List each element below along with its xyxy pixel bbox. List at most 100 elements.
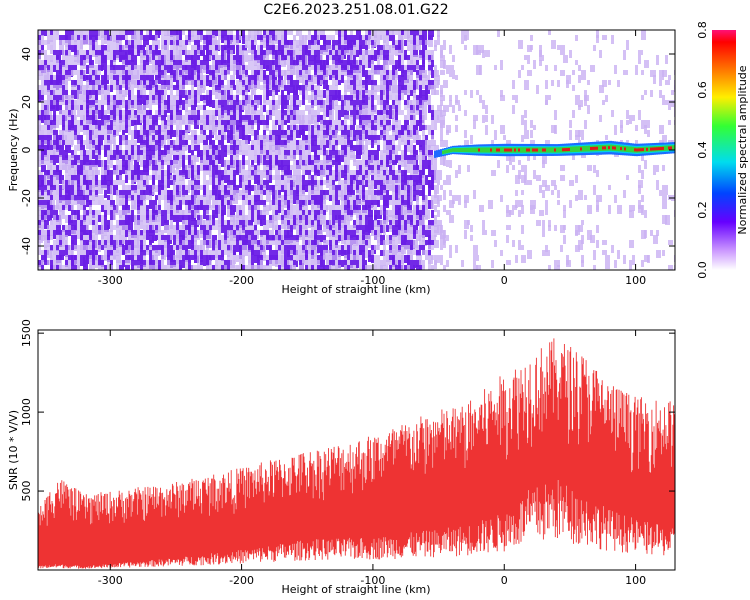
noise-cell (251, 100, 254, 107)
noise-cell (206, 205, 209, 214)
noise-cell (170, 40, 175, 45)
noise-cell (329, 180, 332, 186)
noise-cell (287, 70, 290, 75)
noise-cell (251, 105, 256, 114)
noise-cell (272, 105, 277, 110)
noise-cell (257, 220, 260, 225)
noise-cell (281, 50, 284, 57)
noise-cell (224, 165, 227, 174)
noise-cell (242, 200, 245, 205)
noise-cell (392, 105, 395, 110)
noise-cell (356, 45, 361, 51)
noise-cell (308, 170, 311, 179)
noise-cell (242, 90, 245, 96)
noise-cell (242, 55, 245, 65)
noise-cell (245, 70, 248, 77)
noise-cell (167, 210, 170, 215)
noise-cell (140, 90, 143, 95)
noise-cell (173, 70, 178, 76)
noise-cell (80, 105, 83, 110)
noise-cell (245, 240, 248, 245)
noise-cell (197, 115, 200, 120)
noise-cell (113, 225, 116, 230)
noise-cell (272, 225, 277, 230)
noise-cell (314, 100, 317, 106)
noise-cell (269, 105, 272, 112)
noise-cell (86, 215, 89, 220)
noise-cell (281, 140, 286, 147)
noise-cell (293, 250, 298, 255)
noise-cell (83, 180, 88, 185)
noise-cell (302, 220, 307, 229)
noise-cell (248, 215, 251, 220)
noise-cell (125, 85, 130, 90)
noise-cell (44, 50, 47, 55)
noise-cell (278, 75, 283, 82)
noise-cell (338, 265, 341, 270)
noise-cell (287, 180, 290, 185)
noise-cell (311, 160, 314, 165)
noise-cell (164, 250, 167, 257)
noise-cell (59, 100, 62, 105)
noise-cell (353, 170, 356, 175)
noise-cell (359, 35, 362, 40)
noise-cell (335, 220, 338, 225)
noise-cell (356, 170, 359, 177)
noise-cell (110, 200, 115, 207)
noise-cell (176, 80, 179, 88)
noise-cell (323, 155, 328, 164)
noise-cell (248, 55, 253, 61)
noise-cell (230, 245, 233, 253)
noise-cell (146, 250, 149, 255)
noise-cell (143, 110, 148, 118)
noise-cell (257, 200, 260, 205)
noise-cell (161, 60, 164, 66)
noise-cell (344, 65, 349, 72)
noise-cell (308, 35, 311, 40)
noise-cell (203, 110, 206, 119)
noise-cell (287, 235, 290, 244)
noise-cell (41, 95, 44, 101)
noise-cell (167, 225, 170, 230)
noise-cell (155, 130, 158, 135)
noise-cell (248, 35, 251, 40)
noise-cell (368, 55, 373, 62)
noise-cell (134, 95, 137, 100)
noise-cell (263, 165, 266, 172)
noise-cell (209, 175, 212, 180)
noise-cell (227, 145, 230, 153)
noise-cell (236, 220, 239, 228)
noise-cell (56, 180, 59, 185)
noise-cell (143, 135, 146, 142)
noise-cell (359, 180, 364, 185)
noise-cell (89, 245, 92, 253)
noise-cell (182, 210, 185, 216)
noise-cell (329, 265, 332, 270)
noise-cell (305, 210, 308, 217)
noise-cell (332, 185, 335, 190)
noise-cell (356, 115, 359, 120)
noise-cell (374, 260, 377, 265)
noise-cell (227, 35, 232, 44)
noise-cell (113, 150, 116, 158)
noise-cell (320, 70, 325, 79)
noise-cell (260, 175, 263, 184)
noise-cell (80, 55, 85, 60)
noise-cell (320, 100, 325, 108)
noise-cell (305, 60, 308, 65)
noise-cell (263, 210, 266, 219)
noise-cell (83, 185, 86, 190)
noise-cell (47, 35, 50, 44)
noise-cell (260, 50, 265, 60)
noise-cell (257, 140, 260, 145)
noise-cell (218, 170, 221, 175)
noise-cell (95, 155, 98, 164)
noise-cell (140, 115, 143, 123)
noise-cell (236, 130, 239, 135)
noise-cell (365, 160, 370, 167)
noise-cell (359, 80, 364, 86)
noise-cell (239, 170, 242, 175)
noise-cell (59, 210, 64, 215)
noise-cell (371, 200, 374, 207)
noise-cell (293, 195, 296, 204)
